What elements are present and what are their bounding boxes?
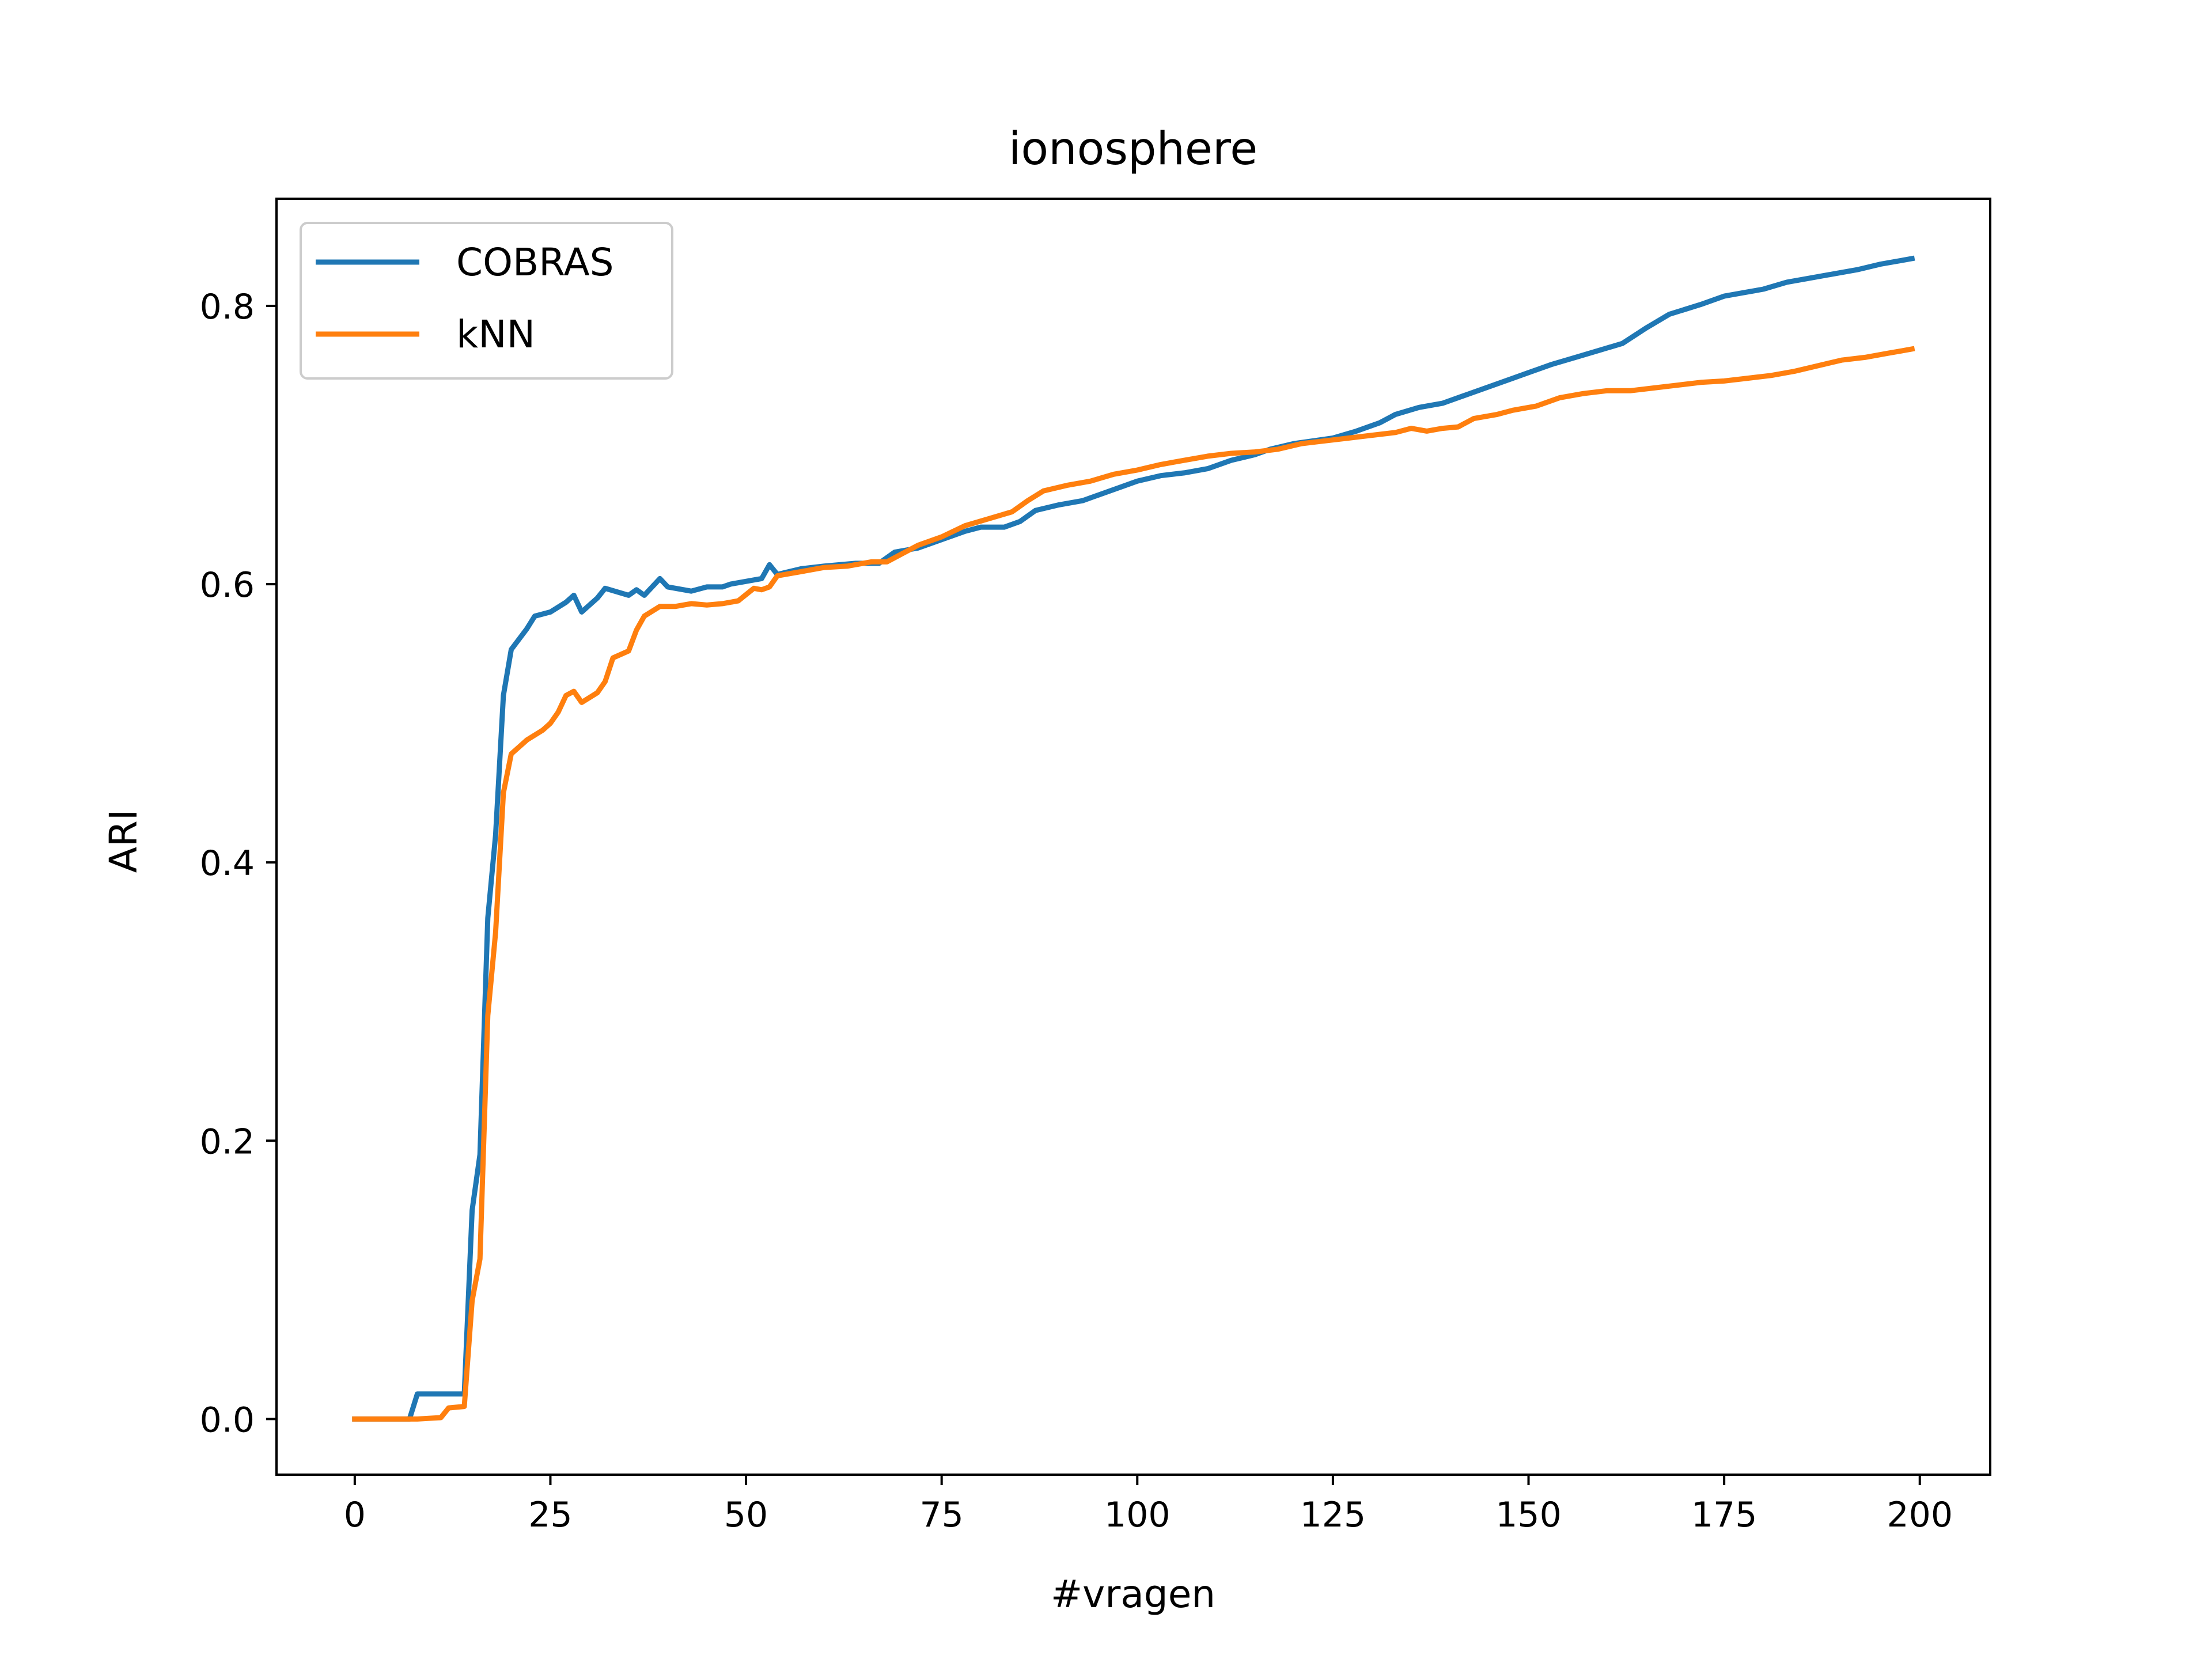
- plot-area: [276, 199, 1990, 1475]
- y-tick-label: 0.2: [200, 1122, 255, 1162]
- legend: COBRAS kNN: [300, 222, 673, 380]
- x-tick-label: 125: [1300, 1495, 1366, 1535]
- y-tick-label: 0.0: [200, 1400, 255, 1440]
- x-tick-label: 25: [528, 1495, 572, 1535]
- x-tick-label: 175: [1691, 1495, 1758, 1535]
- y-tick-label: 0.8: [200, 287, 255, 327]
- x-tick-label: 100: [1104, 1495, 1171, 1535]
- plot-frame: [275, 198, 1991, 1476]
- x-axis-label: #vragen: [1051, 1572, 1215, 1616]
- legend-label-cobras: COBRAS: [456, 240, 614, 285]
- y-tick-label: 0.4: [200, 843, 255, 884]
- chart-title: ionosphere: [1009, 123, 1257, 175]
- y-tick-label: 0.6: [200, 565, 255, 605]
- series-line-knn: [352, 346, 1915, 1422]
- y-axis-ticks: 0.0 0.2 0.4 0.6 0.8: [200, 287, 276, 1440]
- x-tick-label: 75: [920, 1495, 964, 1535]
- x-tick-label: 200: [1887, 1495, 1953, 1535]
- y-axis-label: ARI: [101, 809, 146, 873]
- x-axis-ticks: 0 25 50 75 100 125 150 175 200: [344, 1475, 1953, 1535]
- series-line-cobras: [352, 255, 1915, 1422]
- legend-label-knn: kNN: [456, 312, 535, 357]
- x-tick-label: 50: [724, 1495, 768, 1535]
- x-tick-label: 150: [1495, 1495, 1562, 1535]
- x-tick-label: 0: [344, 1495, 366, 1535]
- series-layer: [352, 255, 1915, 1422]
